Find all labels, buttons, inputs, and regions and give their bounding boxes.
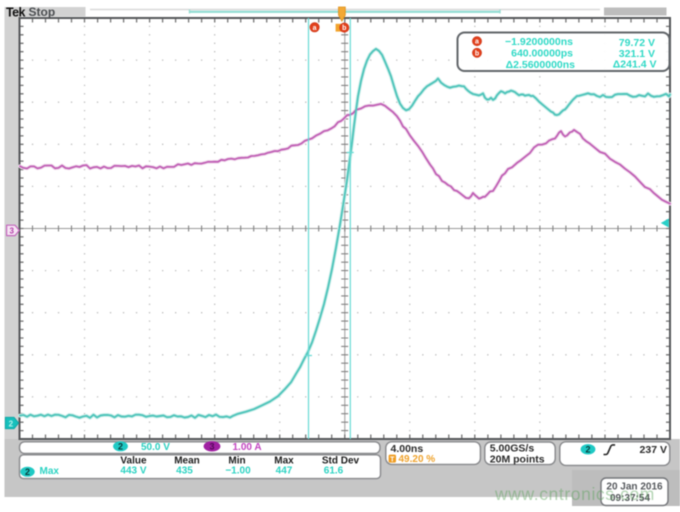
svg-text:Std Dev: Std Dev	[322, 456, 360, 467]
svg-text:−1.9200000ns: −1.9200000ns	[505, 36, 573, 48]
svg-text:a: a	[475, 39, 479, 46]
svg-text:Δ2.5600000ns: Δ2.5600000ns	[506, 59, 576, 71]
svg-text:Mean: Mean	[174, 456, 200, 467]
svg-text:79.72 V: 79.72 V	[619, 37, 655, 49]
svg-text:50.0 V: 50.0 V	[141, 442, 170, 453]
svg-text:2: 2	[25, 467, 30, 477]
svg-text:−1.00: −1.00	[225, 466, 251, 477]
svg-text:20M points: 20M points	[490, 453, 545, 465]
svg-text:2: 2	[585, 445, 590, 455]
svg-text:www.cntronics.com: www.cntronics.com	[494, 484, 655, 504]
svg-text:T: T	[390, 456, 395, 463]
svg-text:Min: Min	[228, 456, 245, 467]
svg-text:b: b	[342, 25, 346, 32]
svg-text:2: 2	[9, 419, 14, 428]
svg-text:443 V: 443 V	[120, 466, 146, 477]
svg-text:321.1 V: 321.1 V	[619, 48, 655, 60]
svg-text:49.20 %: 49.20 %	[399, 454, 436, 465]
svg-text:b: b	[475, 50, 479, 57]
svg-text:Max: Max	[274, 456, 294, 467]
svg-text:4.00ns: 4.00ns	[391, 443, 424, 455]
svg-text:09:37:54: 09:37:54	[610, 493, 650, 504]
svg-text:3: 3	[9, 227, 14, 236]
svg-text:237 V: 237 V	[640, 444, 667, 456]
svg-text:20 Jan 2016: 20 Jan 2016	[606, 482, 663, 493]
svg-text:435: 435	[176, 466, 193, 477]
svg-text:447: 447	[276, 466, 293, 477]
svg-text:2: 2	[118, 442, 123, 452]
svg-text:Max: Max	[40, 466, 60, 477]
svg-text:61.6: 61.6	[324, 466, 344, 477]
svg-text:Stop: Stop	[29, 5, 56, 19]
svg-text:Value: Value	[120, 456, 147, 467]
svg-text:5.00GS/s: 5.00GS/s	[490, 443, 535, 455]
svg-text:a: a	[313, 25, 317, 32]
svg-text:Δ241.4 V: Δ241.4 V	[613, 59, 657, 71]
svg-text:1.00 A: 1.00 A	[233, 442, 262, 453]
svg-text:640.00000ps: 640.00000ps	[511, 48, 573, 60]
svg-text:Tek: Tek	[6, 5, 25, 19]
svg-text:3: 3	[209, 442, 214, 452]
